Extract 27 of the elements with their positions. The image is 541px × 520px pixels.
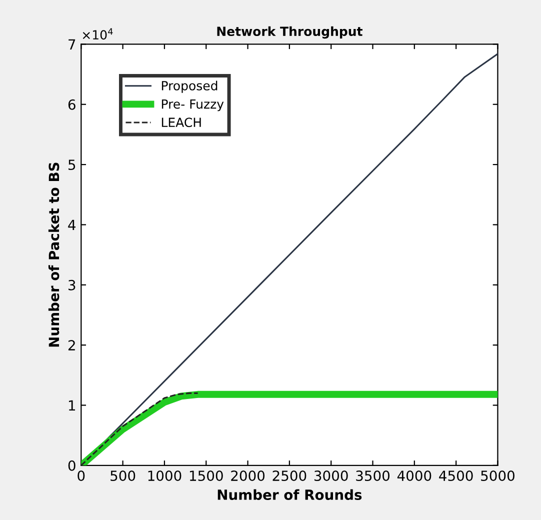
line-series: [81, 392, 199, 466]
y-tick-label: 6: [68, 99, 76, 110]
x-tick-label: 3500: [356, 470, 390, 482]
legend-label: Pre- Fuzzy: [162, 99, 224, 112]
y-tick-label: 0: [68, 460, 76, 471]
x-axis-title: Number of Rounds: [218, 489, 362, 500]
y-tick-label: 4: [68, 220, 76, 230]
y-tick-label: 7: [68, 39, 76, 50]
text: ×10$^{4}$: [82, 28, 113, 40]
x-tick-label: 2500: [272, 470, 306, 482]
x-tick-label: 4500: [439, 470, 473, 482]
x-tick-label: 3000: [314, 470, 348, 482]
chart-title: Network Throughput: [217, 26, 362, 39]
x-tick-label: 0: [78, 470, 85, 482]
legend-label: Proposed: [162, 80, 218, 93]
y-tick-label: 3: [68, 280, 76, 290]
x-tick-label: 2000: [231, 470, 265, 482]
legend-label: LEACH: [162, 118, 201, 128]
x-tick-label: 4000: [397, 470, 432, 482]
x-tick-label: 5000: [481, 470, 514, 482]
y-tick-label: 1: [68, 400, 76, 411]
x-tick-label: 1000: [148, 470, 182, 482]
x-tick-label: 500: [110, 470, 136, 482]
y-axis-title: Number of Packet to BS: [48, 162, 60, 347]
y-tick-label: 5: [68, 160, 76, 170]
x-tick-label: 1500: [190, 470, 223, 482]
y-tick-label: 2: [68, 340, 75, 350]
